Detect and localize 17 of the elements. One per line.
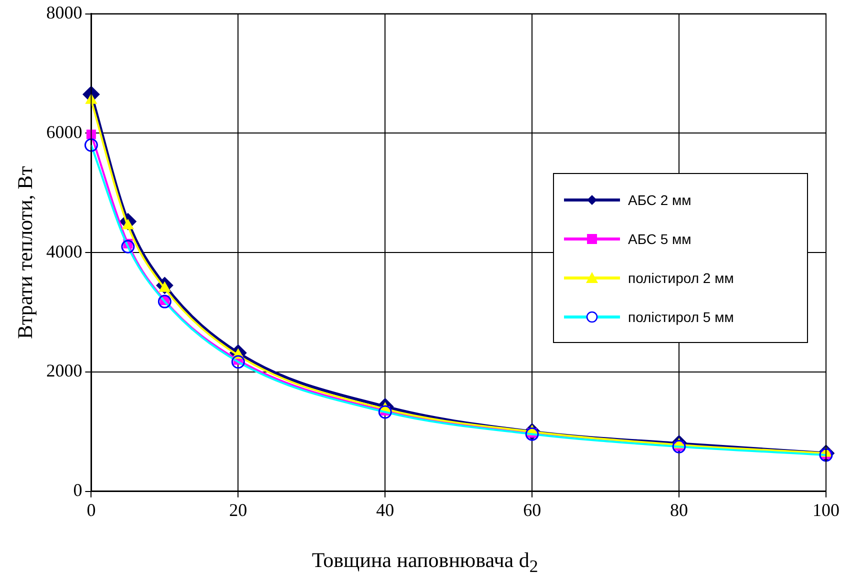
legend-label: полістирол 2 мм (628, 270, 734, 286)
y-tick-label: 8000 (46, 2, 82, 23)
x-tick-label: 80 (670, 500, 688, 520)
legend-label: полістирол 5 мм (628, 308, 734, 324)
x-tick-label: 0 (86, 500, 96, 520)
x-tick-label: 40 (376, 500, 394, 520)
x-tick-label: 20 (229, 500, 248, 520)
y-tick-label: 2000 (46, 360, 82, 381)
x-axis-title: Товщина наповнювача d$_{2}$ (310, 548, 540, 578)
y-tick-label: 4000 (46, 241, 82, 262)
y-tick-label: 6000 (46, 122, 82, 142)
y-axis-title: Втрати теплоти, Вт (13, 166, 38, 340)
legend-label: АБС 2 мм (628, 192, 692, 208)
x-tick-label: 100 (812, 500, 840, 520)
y-tick-label: 0 (73, 480, 82, 500)
x-tick-label: 60 (523, 500, 542, 520)
legend-label: АБС 5 мм (628, 230, 692, 246)
